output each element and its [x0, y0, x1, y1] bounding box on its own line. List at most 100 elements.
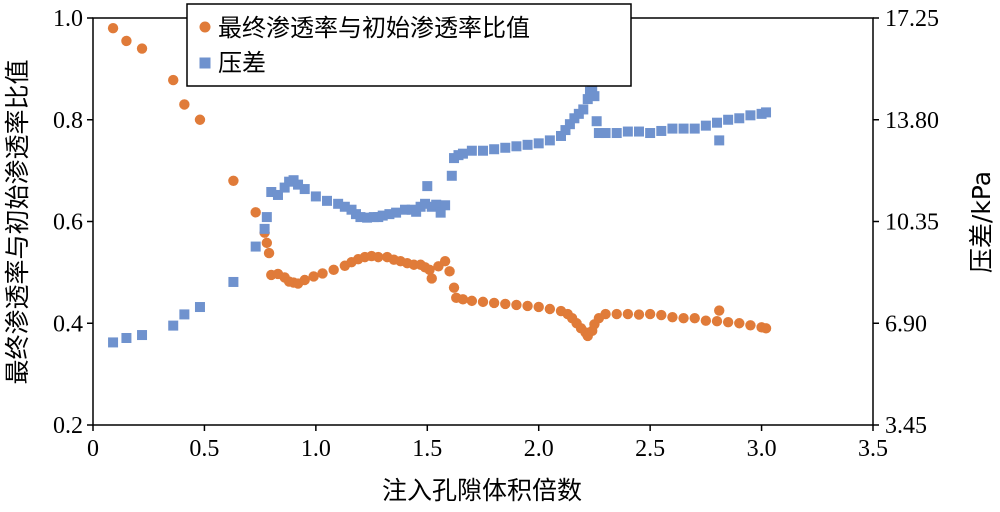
data-point-square [622, 126, 633, 137]
data-point-square [667, 123, 678, 134]
data-point-square [279, 182, 290, 193]
series-ratio [107, 22, 772, 342]
data-point-square [611, 128, 622, 139]
data-point-circle [179, 99, 190, 110]
data-point-circle [760, 323, 772, 334]
data-point-circle [121, 35, 132, 47]
data-point-circle [317, 268, 328, 279]
data-point-square [587, 82, 598, 93]
data-point-square [600, 128, 611, 139]
data-point-square [734, 113, 745, 124]
data-point-square [489, 144, 500, 155]
data-point-circle [194, 114, 206, 125]
x-tick-label: 1.0 [301, 436, 331, 462]
data-point-square [582, 94, 593, 105]
data-point-square [377, 210, 388, 221]
y-right-tick-label: 13.80 [885, 108, 939, 134]
data-point-square [420, 198, 431, 209]
data-point-square [259, 223, 270, 234]
data-point-square [712, 117, 722, 128]
data-point-circle [308, 271, 319, 282]
data-point-square [261, 212, 272, 223]
data-point-square [121, 332, 132, 343]
data-point-square [422, 181, 433, 192]
data-point-circle [168, 74, 179, 86]
data-point-square [714, 135, 725, 146]
data-point-square [511, 141, 522, 152]
data-point-square [355, 212, 366, 223]
data-point-square [228, 276, 239, 287]
data-point-square [384, 209, 395, 220]
data-point-square [272, 189, 283, 200]
data-point-circle [734, 318, 745, 329]
data-point-circle [511, 299, 522, 311]
data-point-circle [426, 273, 437, 284]
data-point-square [446, 170, 457, 181]
y-left-tick-label: 1.0 [53, 6, 83, 32]
legend-marker-pressure [199, 57, 211, 69]
y-left-tick-label: 0.6 [53, 210, 83, 236]
data-point-circle [466, 295, 478, 307]
data-point-circle [611, 308, 622, 320]
data-point-circle [678, 312, 689, 324]
data-point-circle [689, 312, 700, 324]
data-point-square [591, 116, 602, 127]
x-tick-label: 3.0 [747, 436, 777, 462]
data-point-square [431, 199, 442, 210]
y-right-axis-title: 压差/kPa [967, 171, 996, 273]
data-point-square [522, 139, 533, 150]
data-point-square [745, 110, 756, 121]
data-point-square [168, 320, 179, 331]
y-left-tick-label: 0.4 [53, 311, 83, 337]
data-point-circle [600, 308, 611, 320]
data-point-square [533, 138, 544, 149]
data-point-square [293, 179, 304, 190]
data-point-square [339, 201, 350, 212]
marks-layer [107, 22, 772, 348]
data-point-square [310, 191, 321, 202]
data-point-circle [667, 311, 678, 323]
data-point-square [478, 145, 488, 156]
y-right-tick-label: 17.25 [885, 6, 939, 32]
data-point-square [723, 114, 734, 125]
data-point-circle [439, 255, 451, 267]
data-point-circle [722, 317, 734, 328]
x-tick-label: 0 [87, 436, 99, 462]
data-point-circle [448, 282, 460, 293]
data-point-circle [373, 251, 384, 263]
data-point-circle [644, 308, 656, 320]
data-point-circle [533, 301, 544, 313]
data-point-square [108, 337, 119, 348]
data-point-square [689, 123, 700, 134]
data-point-square [593, 128, 604, 139]
data-point-square [435, 207, 446, 218]
data-point-square [560, 125, 571, 136]
data-point-square [556, 130, 566, 141]
y-left-axis-title: 最终渗透率与初始渗透率比值 [3, 59, 32, 384]
data-point-circle [328, 264, 339, 276]
data-point-square [589, 91, 600, 102]
data-point-circle [457, 294, 469, 305]
x-tick-label: 0.5 [189, 436, 219, 462]
y-left-tick-label: 0.8 [53, 108, 83, 134]
y-left-tick-label: 0.2 [53, 413, 83, 439]
data-point-circle [633, 309, 645, 320]
data-point-square [137, 330, 148, 341]
data-point-square [322, 195, 332, 206]
x-tick-label: 2.0 [524, 436, 554, 462]
data-point-square [466, 145, 477, 156]
data-point-square [700, 120, 711, 131]
data-point-square [656, 125, 667, 136]
legend-marker-ratio [199, 21, 211, 33]
data-point-circle [544, 303, 556, 315]
labels-layer: 注入孔隙体积倍数 最终渗透率与初始渗透率比值 压差/kPa [3, 59, 996, 505]
x-axis-title: 注入孔隙体积倍数 [382, 476, 582, 505]
data-point-square [250, 241, 261, 252]
data-point-square [333, 198, 344, 209]
data-point-circle [714, 305, 725, 316]
data-point-square [564, 119, 575, 130]
x-tick-label: 2.5 [635, 436, 665, 462]
data-point-circle [444, 266, 455, 277]
